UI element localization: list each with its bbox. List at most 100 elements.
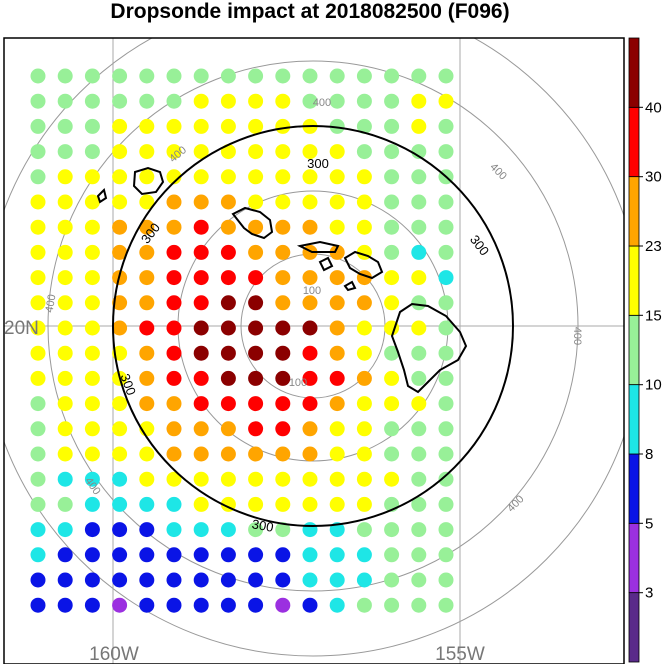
impact-dot bbox=[84, 547, 100, 563]
impact-dot bbox=[384, 169, 400, 185]
impact-dot bbox=[275, 421, 291, 437]
impact-dot bbox=[411, 270, 427, 286]
impact-dot bbox=[329, 421, 345, 437]
impact-dot bbox=[356, 496, 372, 512]
impact-dot bbox=[356, 118, 372, 134]
impact-dot bbox=[112, 320, 128, 336]
impact-dot bbox=[302, 446, 318, 462]
impact-dot bbox=[166, 421, 182, 437]
impact-dot bbox=[139, 320, 155, 336]
impact-dot bbox=[139, 547, 155, 563]
impact-dot bbox=[411, 295, 427, 311]
impact-dot bbox=[30, 446, 46, 462]
impact-dot bbox=[438, 345, 454, 361]
impact-dot bbox=[166, 93, 182, 109]
impact-dot bbox=[57, 270, 73, 286]
impact-dot bbox=[275, 270, 291, 286]
impact-dot bbox=[112, 496, 128, 512]
impact-dot bbox=[30, 93, 46, 109]
impact-dot bbox=[384, 244, 400, 260]
impact-dot bbox=[30, 396, 46, 412]
impact-dots bbox=[30, 68, 454, 613]
impact-dot bbox=[220, 522, 236, 538]
colorbar-box bbox=[628, 37, 640, 108]
impact-dot bbox=[139, 597, 155, 613]
impact-dot bbox=[438, 471, 454, 487]
impact-dot bbox=[193, 144, 209, 160]
impact-dot bbox=[275, 295, 291, 311]
impact-dot bbox=[166, 68, 182, 84]
colorbar-box bbox=[628, 453, 640, 524]
impact-dot bbox=[356, 169, 372, 185]
impact-dot bbox=[139, 93, 155, 109]
impact-dot bbox=[84, 572, 100, 588]
impact-dot bbox=[438, 68, 454, 84]
impact-dot bbox=[84, 270, 100, 286]
impact-dot bbox=[220, 396, 236, 412]
impact-dot bbox=[438, 219, 454, 235]
impact-dot bbox=[384, 270, 400, 286]
map-frame bbox=[3, 37, 625, 664]
impact-dot bbox=[220, 446, 236, 462]
coastline-hawaii bbox=[96, 166, 468, 394]
impact-dot bbox=[112, 295, 128, 311]
impact-dot bbox=[356, 396, 372, 412]
impact-dot bbox=[275, 144, 291, 160]
impact-dot bbox=[220, 93, 236, 109]
impact-dot bbox=[57, 169, 73, 185]
impact-dot bbox=[275, 396, 291, 412]
impact-dot bbox=[248, 295, 264, 311]
impact-dot bbox=[275, 320, 291, 336]
colorbar-label: 3 bbox=[645, 585, 653, 602]
island-hawaii bbox=[390, 302, 468, 394]
impact-dot bbox=[166, 118, 182, 134]
impact-dot bbox=[438, 446, 454, 462]
ring-label-300-top: 300 bbox=[307, 156, 329, 171]
impact-dot bbox=[384, 118, 400, 134]
impact-dot bbox=[30, 194, 46, 210]
impact-dot bbox=[193, 396, 209, 412]
impact-dot bbox=[57, 522, 73, 538]
impact-dot bbox=[329, 471, 345, 487]
ring-label-400-top: 400 bbox=[313, 97, 331, 109]
impact-dot bbox=[57, 572, 73, 588]
colorbar-box bbox=[628, 522, 640, 593]
impact-dot bbox=[248, 446, 264, 462]
impact-dot bbox=[302, 370, 318, 386]
impact-dot bbox=[329, 93, 345, 109]
colorbar-label: 30 bbox=[645, 169, 662, 186]
impact-dot bbox=[84, 93, 100, 109]
impact-dot bbox=[112, 396, 128, 412]
impact-dot bbox=[275, 446, 291, 462]
island-molokai bbox=[296, 240, 340, 253]
impact-dot bbox=[220, 421, 236, 437]
impact-dot bbox=[220, 370, 236, 386]
impact-dot bbox=[329, 597, 345, 613]
impact-dot bbox=[112, 421, 128, 437]
impact-dot bbox=[139, 396, 155, 412]
impact-dot bbox=[166, 496, 182, 512]
impact-dot bbox=[139, 270, 155, 286]
impact-dot bbox=[30, 219, 46, 235]
impact-dot bbox=[384, 370, 400, 386]
impact-dot bbox=[248, 547, 264, 563]
impact-dot bbox=[275, 496, 291, 512]
impact-dot bbox=[302, 320, 318, 336]
impact-dot bbox=[30, 169, 46, 185]
map-title: Dropsonde impact at 2018082500 (F096) bbox=[110, 0, 510, 23]
impact-dot bbox=[329, 547, 345, 563]
impact-dot bbox=[384, 547, 400, 563]
impact-dot bbox=[57, 597, 73, 613]
impact-dot bbox=[30, 244, 46, 260]
impact-dot bbox=[193, 244, 209, 260]
impact-dot bbox=[84, 471, 100, 487]
impact-dot bbox=[329, 68, 345, 84]
impact-dot bbox=[384, 219, 400, 235]
colorbar-label: 8 bbox=[645, 446, 653, 463]
impact-dot bbox=[356, 68, 372, 84]
impact-dot bbox=[438, 547, 454, 563]
impact-dot bbox=[193, 194, 209, 210]
island-lanai bbox=[318, 256, 334, 272]
impact-dot bbox=[139, 194, 155, 210]
impact-dot bbox=[220, 295, 236, 311]
